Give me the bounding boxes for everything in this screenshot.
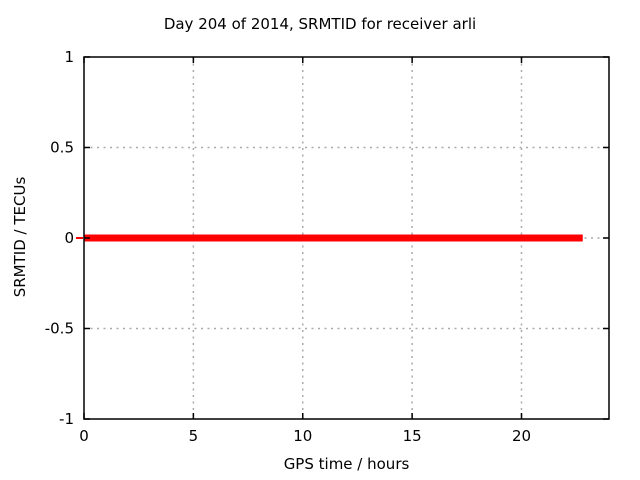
y-tick-label: 0 [64, 229, 74, 247]
y-tick-label: 1 [64, 48, 74, 66]
y-tick-label: -1 [59, 410, 74, 428]
x-tick-label: 20 [512, 427, 531, 445]
x-tick-label: 10 [293, 427, 312, 445]
y-tick-label: 0.5 [50, 139, 74, 157]
x-axis-label: GPS time / hours [283, 455, 410, 473]
chart-title: Day 204 of 2014, SRMTID for receiver arl… [163, 15, 477, 33]
x-tick-label: 5 [189, 427, 199, 445]
x-tick-label: 15 [403, 427, 422, 445]
y-tick-label: -0.5 [45, 320, 74, 338]
x-tick-label: 0 [79, 427, 89, 445]
